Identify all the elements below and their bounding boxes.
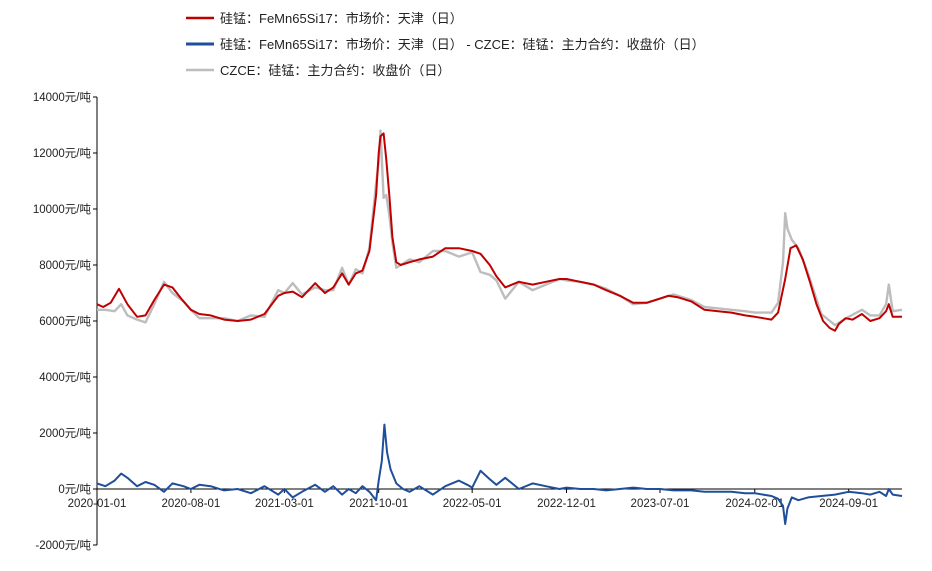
y-tick-label: 4000元/吨 bbox=[39, 371, 91, 384]
y-tick-label: 12000元/吨 bbox=[33, 147, 92, 160]
legend: 硅锰：FeMn65Si17：市场价：天津（日） 硅锰：FeMn65Si17：市场价… bbox=[186, 11, 705, 78]
x-tick-label: 2021-10-01 bbox=[349, 498, 408, 510]
x-tick-label: 2020-01-01 bbox=[68, 498, 127, 510]
y-tick-label: 14000元/吨 bbox=[33, 91, 92, 104]
x-tick-label: 2022-12-01 bbox=[537, 498, 596, 510]
y-axis: 14000元/吨 12000元/吨 10000元/吨 8000元/吨 6000元/吨 40… bbox=[33, 91, 98, 552]
legend-item-czce-close: CZCE：硅锰：主力合约：收盘价（日） bbox=[186, 63, 450, 78]
legend-label: 硅锰：FeMn65Si17：市场价：天津（日） bbox=[220, 11, 463, 26]
y-tick-label: 2000元/吨 bbox=[39, 427, 91, 440]
x-tick-label: 2020-08-01 bbox=[161, 498, 220, 510]
x-tick-label: 2022-05-01 bbox=[443, 498, 502, 510]
x-tick-label: 2024-02-01 bbox=[725, 498, 784, 510]
x-tick-label: 2024-09-01 bbox=[819, 498, 878, 510]
y-tick-label: 8000元/吨 bbox=[39, 259, 91, 272]
x-axis: 2020-01-01 2020-08-01 2021-03-01 2021-10-01… bbox=[68, 488, 902, 510]
x-tick-label: 2023-07-01 bbox=[631, 498, 690, 510]
legend-item-basis: 硅锰：FeMn65Si17：市场价：天津（日） - CZCE：硅锰：主力合约：收… bbox=[186, 37, 705, 52]
series-line-tianjin-price bbox=[96, 132, 902, 332]
series-line-basis bbox=[96, 423, 903, 525]
x-tick-label: 2021-03-01 bbox=[255, 498, 314, 510]
y-tick-label: -2000元/吨 bbox=[35, 539, 91, 552]
y-tick-label: 10000元/吨 bbox=[33, 203, 92, 216]
plot-area bbox=[96, 129, 903, 525]
legend-label: CZCE：硅锰：主力合约：收盘价（日） bbox=[220, 63, 450, 78]
y-tick-label: 6000元/吨 bbox=[39, 315, 91, 328]
y-tick-label: 0元/吨 bbox=[58, 483, 91, 496]
legend-label: 硅锰：FeMn65Si17：市场价：天津（日） - CZCE：硅锰：主力合约：收… bbox=[220, 37, 705, 52]
legend-item-tianjin-price: 硅锰：FeMn65Si17：市场价：天津（日） bbox=[186, 11, 463, 26]
